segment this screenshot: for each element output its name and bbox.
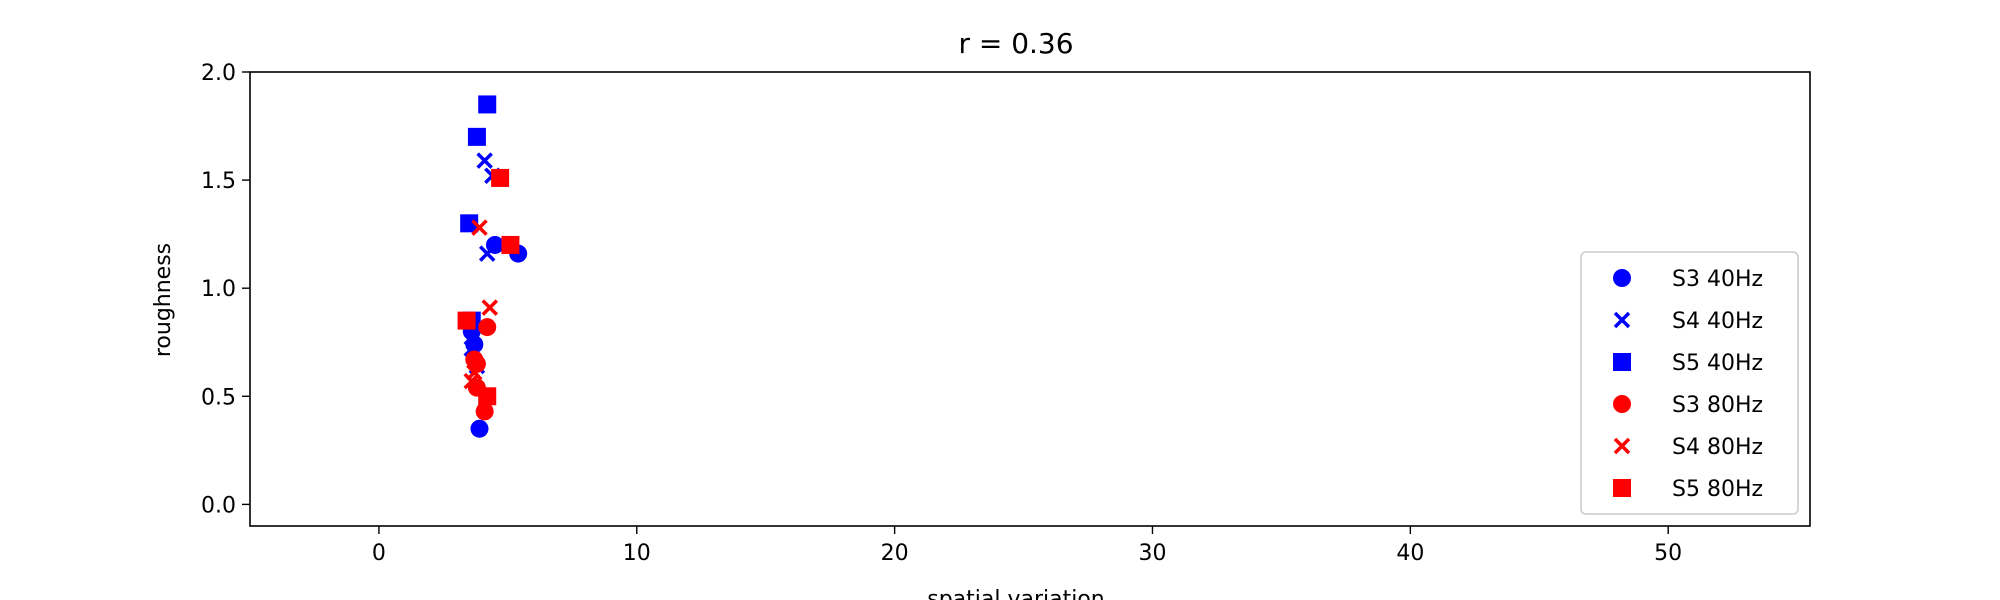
- y-axis-label: roughness: [151, 243, 176, 357]
- data-point: [478, 318, 497, 337]
- legend: S3 40Hz S4 40Hz S5 40Hz S3 80Hz S4 80Hz S5 80…: [1580, 251, 1799, 515]
- data-point: [457, 311, 476, 330]
- plot-frame: [249, 71, 1811, 527]
- legend-label: S4 80Hz: [1672, 435, 1763, 460]
- chart-title: r = 0.36: [958, 27, 1073, 60]
- x-axis: 0 10 20 30 40 50: [372, 526, 1682, 566]
- x-axis-label: spatial variation: [927, 587, 1105, 600]
- data-point: [478, 245, 496, 262]
- data-points: [457, 95, 528, 438]
- legend-marker: [1613, 395, 1631, 413]
- y-tick-label: 2.0: [201, 61, 236, 86]
- legend-marker: [1613, 269, 1631, 287]
- x-tick-label: 50: [1654, 541, 1682, 566]
- y-tick-label: 0.5: [201, 385, 236, 410]
- data-point: [467, 127, 486, 146]
- plot-area: [250, 72, 1810, 526]
- x-tick-label: 0: [372, 541, 386, 566]
- legend-frame: [1580, 251, 1799, 515]
- series-5: [457, 168, 520, 406]
- data-point: [478, 387, 497, 406]
- legend-marker: [1613, 311, 1631, 329]
- series-4: [463, 219, 499, 390]
- x-tick-label: 10: [623, 541, 651, 566]
- data-point: [476, 152, 493, 169]
- legend-entry: S3 40Hz: [1613, 267, 1763, 292]
- data-point: [470, 419, 489, 438]
- data-point: [501, 235, 520, 254]
- legend-label: S3 40Hz: [1672, 267, 1763, 292]
- y-tick-label: 1.0: [201, 277, 236, 302]
- y-tick-label: 0.0: [201, 493, 236, 518]
- data-point: [475, 402, 494, 421]
- x-tick-label: 20: [881, 541, 909, 566]
- y-axis: 0.0 0.5 1.0 1.5 2.0: [201, 61, 250, 518]
- y-tick-label: 1.5: [201, 169, 236, 194]
- legend-marker: [1613, 437, 1631, 455]
- legend-entry: S4 40Hz: [1613, 309, 1763, 334]
- legend-label: S4 40Hz: [1672, 309, 1763, 334]
- x-tick-label: 30: [1138, 541, 1166, 566]
- legend-entry: S5 80Hz: [1613, 477, 1763, 502]
- data-point: [478, 95, 497, 114]
- data-point: [491, 168, 510, 187]
- legend-marker: [1613, 479, 1631, 497]
- legend-label: S5 80Hz: [1672, 477, 1763, 502]
- legend-label: S5 40Hz: [1672, 351, 1763, 376]
- legend-marker: [1613, 353, 1631, 371]
- data-point: [481, 299, 499, 316]
- legend-entry: S4 80Hz: [1613, 435, 1763, 460]
- legend-label: S3 80Hz: [1672, 393, 1763, 418]
- data-point: [463, 372, 480, 390]
- data-point: [471, 219, 488, 236]
- x-tick-label: 40: [1396, 541, 1424, 566]
- legend-entry: S3 80Hz: [1613, 393, 1763, 418]
- data-point: [460, 214, 479, 233]
- legend-entry: S5 40Hz: [1613, 351, 1763, 376]
